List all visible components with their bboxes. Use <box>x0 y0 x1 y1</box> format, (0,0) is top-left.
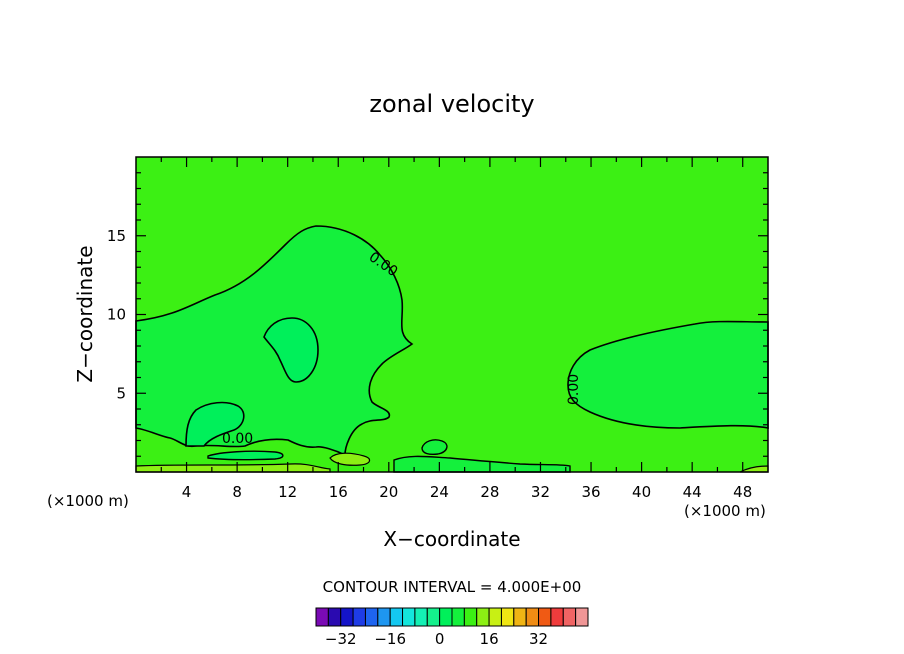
colorbar-swatch <box>513 607 527 627</box>
x-tick-label: 4 <box>182 483 192 501</box>
surface-positive-band <box>135 463 331 473</box>
colorbar-swatch <box>352 607 366 627</box>
x-tick-label: 8 <box>232 483 242 501</box>
colorbar-swatch <box>538 607 552 627</box>
small-negative-cell <box>421 439 448 456</box>
colorbar <box>315 607 589 627</box>
colorbar-swatch <box>402 607 416 627</box>
colorbar-swatch <box>463 607 478 627</box>
x-unit-right: (×1000 m) <box>684 502 766 520</box>
x-tick-label: 20 <box>379 483 398 501</box>
x-tick-label: 48 <box>733 483 752 501</box>
x-tick-label: 44 <box>683 483 702 501</box>
colorbar-swatch <box>451 607 465 627</box>
colorbar-labels: −32 −16 0 16 32 <box>325 630 548 648</box>
negative-strip <box>207 450 284 461</box>
negative-core-upper <box>263 317 319 383</box>
colorbar-swatch <box>414 607 428 627</box>
colorbar-swatch <box>500 607 515 627</box>
contour-label-right: 0.00 <box>566 374 582 405</box>
x-tick-label: 40 <box>632 483 651 501</box>
x-axis-label: X−coordinate <box>383 527 520 551</box>
negative-region-right <box>567 320 769 429</box>
x-tick-label: 28 <box>480 483 499 501</box>
colorbar-tick-label: 16 <box>480 630 499 648</box>
positive-spot <box>329 452 371 466</box>
x-tick-label: 16 <box>329 483 348 501</box>
colorbar-swatch <box>315 607 329 627</box>
colorbar-swatch <box>377 607 391 627</box>
x-unit-left: (×1000 m) <box>47 492 129 510</box>
colorbar-swatch <box>364 607 379 627</box>
contour-label-lower: 0.00 <box>222 431 253 447</box>
colorbar-swatch <box>525 607 540 627</box>
plot-area: 0.00 0.00 0.00 <box>135 156 769 473</box>
x-tick-label: 32 <box>531 483 550 501</box>
colorbar-swatch <box>327 607 342 627</box>
y-tick-label: 5 <box>116 384 126 402</box>
colorbar-tick-label: 0 <box>435 630 445 648</box>
contour-interval: CONTOUR INTERVAL = 4.000E+00 <box>323 578 582 596</box>
x-tick-label: 24 <box>430 483 449 501</box>
x-tick-label: 36 <box>581 483 600 501</box>
colorbar-swatch <box>439 607 453 627</box>
colorbar-swatch <box>476 607 490 627</box>
y-axis: 5 10 15 <box>107 172 768 457</box>
colorbar-swatch <box>562 607 577 627</box>
y-axis-label: Z−coordinate <box>73 245 97 382</box>
y-tick-label: 15 <box>107 227 126 245</box>
colorbar-swatch <box>488 607 502 627</box>
colorbar-tick-label: −32 <box>325 630 357 648</box>
near-surface-negative <box>393 455 571 473</box>
colorbar-swatch <box>550 607 564 627</box>
colorbar-tick-label: −16 <box>374 630 406 648</box>
chart-title: zonal velocity <box>369 90 534 118</box>
colorbar-swatch <box>389 607 404 627</box>
colorbar-swatch <box>575 607 589 627</box>
x-tick-label: 12 <box>278 483 297 501</box>
negative-core-lower <box>185 401 245 447</box>
y-tick-label: 10 <box>107 306 126 324</box>
x-axis: 4 8 12 16 20 24 28 32 36 40 44 48 <box>160 157 752 501</box>
colorbar-tick-label: 32 <box>529 630 548 648</box>
colorbar-swatch <box>340 607 354 627</box>
colorbar-swatch <box>426 607 441 627</box>
